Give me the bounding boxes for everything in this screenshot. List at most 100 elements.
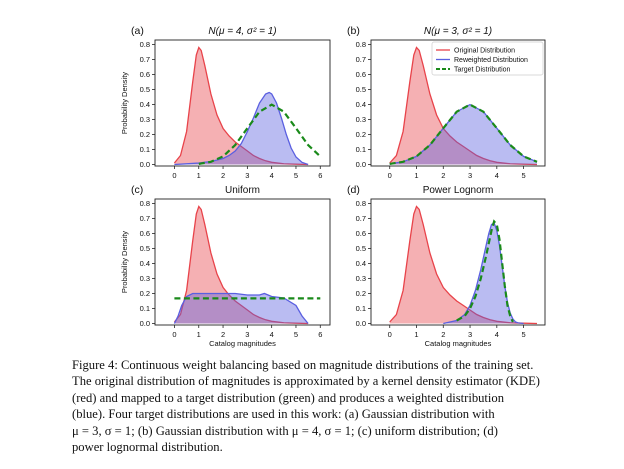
y-tick-label: 0.2 <box>140 130 150 139</box>
reweighted-distribution-area <box>174 92 309 165</box>
y-tick-label: 0.6 <box>356 229 366 238</box>
y-tick-label: 0.0 <box>140 160 150 169</box>
y-tick-label: 0.2 <box>140 289 150 298</box>
x-tick-label: 5 <box>521 171 525 180</box>
plot-frame <box>370 39 546 167</box>
y-tick-label: 0.7 <box>356 55 366 64</box>
y-tick-label: 0.4 <box>140 259 150 268</box>
original-distribution-line <box>389 46 538 166</box>
panel-title: Uniform <box>225 185 260 196</box>
caption-line: The original distribution of magnitudes … <box>72 374 540 389</box>
reweighted-distribution-line <box>174 91 309 166</box>
x-tick-label: 3 <box>245 171 249 180</box>
x-tick-label: 1 <box>414 171 418 180</box>
y-tick-label: 0.3 <box>140 115 150 124</box>
original-distribution-area <box>389 47 537 165</box>
x-tick-label: 5 <box>294 171 298 180</box>
y-tick-label: 0.6 <box>356 70 366 79</box>
y-tick-label: 0.4 <box>356 259 366 268</box>
x-tick-label: 4 <box>270 330 274 339</box>
panel-label: (a) <box>131 25 144 37</box>
y-tick-label: 0.7 <box>140 55 150 64</box>
y-tick-label: 0.3 <box>140 274 150 283</box>
x-tick-label: 1 <box>197 171 201 180</box>
x-tick-label: 3 <box>245 330 249 339</box>
panel-label: (b) <box>347 25 360 37</box>
legend-entry: Original Distribution <box>454 48 515 55</box>
reweighted-distribution-area <box>174 293 309 324</box>
plot-frame <box>154 198 331 326</box>
plot-frame <box>370 198 546 326</box>
x-tick-label: 3 <box>468 330 472 339</box>
x-tick-label: 0 <box>388 330 392 339</box>
x-tick-label: 5 <box>521 330 525 339</box>
panel-title: N(μ = 4, σ² = 1) <box>208 26 276 37</box>
x-tick-label: 2 <box>441 171 445 180</box>
x-tick-label: 0 <box>172 171 176 180</box>
y-axis-label: Probability Density <box>120 72 129 134</box>
caption-line: Figure 4: Continuous weight balancing ba… <box>72 358 534 372</box>
x-tick-label: 1 <box>197 330 201 339</box>
y-tick-label: 0.2 <box>356 130 366 139</box>
y-tick-label: 0.1 <box>140 145 150 154</box>
caption-line: (red) and mapped to a target distributio… <box>72 390 505 405</box>
figure-4-chart-grid: 0 1 2 3 4 5 6 0.0 0.1 0.2 0.3 0.4 0.5 0.6 0.7 0.8 (a) N(μ… <box>120 25 546 348</box>
chart-panel: 0 1 2 3 4 5 0.0 0.1 0.2 0.3 0.4 0.5 0.6 0.7 0.8 (d) Powe… <box>347 184 546 348</box>
reweighted-distribution-line <box>443 222 524 325</box>
y-tick-label: 0.3 <box>356 274 366 283</box>
figure-caption: Figure 4: Continuous weight balancing ba… <box>72 357 612 455</box>
y-tick-label: 0.2 <box>356 289 366 298</box>
x-tick-label: 1 <box>414 330 418 339</box>
reweighted-distribution-area <box>443 223 524 324</box>
y-tick-label: 0.0 <box>140 319 150 328</box>
x-tick-label: 2 <box>221 330 225 339</box>
legend-box <box>431 41 544 76</box>
y-tick-label: 0.7 <box>356 214 366 223</box>
original-distribution-line <box>173 46 309 166</box>
original-distribution-area <box>389 206 537 324</box>
chart-panel: 0 1 2 3 4 5 0.0 0.1 0.2 0.3 0.4 0.5 0.6 0.7 0.8 (b) N(μ … <box>347 25 546 180</box>
caption-line: power lognormal distribution. <box>72 440 223 455</box>
panel-title: N(μ = 3, σ² = 1) <box>424 26 492 37</box>
y-tick-label: 0.8 <box>356 40 366 49</box>
y-tick-label: 0.3 <box>356 115 366 124</box>
y-tick-label: 0.4 <box>140 100 150 109</box>
y-tick-label: 0.5 <box>356 244 366 253</box>
y-tick-label: 0.5 <box>140 85 150 94</box>
y-axis-label: Probability Density <box>120 231 129 293</box>
y-tick-label: 0.4 <box>356 100 366 109</box>
target-distribution-line <box>198 103 322 165</box>
y-tick-label: 0.0 <box>356 319 366 328</box>
y-tick-label: 0.0 <box>356 160 366 169</box>
x-tick-label: 0 <box>388 171 392 180</box>
chart-panel: 0 1 2 3 4 5 6 0.0 0.1 0.2 0.3 0.4 0.5 0.6 0.7 0.8 (c) Uni… <box>120 184 331 348</box>
legend-entry: Target Distribution <box>454 67 511 74</box>
panel-title: Power Lognorm <box>423 185 494 196</box>
x-tick-label: 3 <box>468 171 472 180</box>
x-tick-label: 2 <box>441 330 445 339</box>
original-distribution-line <box>389 205 538 325</box>
x-tick-label: 2 <box>221 171 225 180</box>
y-tick-label: 0.1 <box>356 145 366 154</box>
target-distribution-line <box>389 103 538 165</box>
x-tick-label: 6 <box>318 330 322 339</box>
x-tick-label: 6 <box>318 171 322 180</box>
x-tick-label: 4 <box>495 171 499 180</box>
reweighted-distribution-area <box>389 104 537 165</box>
x-tick-label: 0 <box>172 330 176 339</box>
original-distribution-line <box>173 205 309 325</box>
caption-line: μ = 3, σ = 1; (b) Gaussian distribution … <box>72 423 498 438</box>
panel-label: (d) <box>347 184 360 196</box>
x-tick-label: 4 <box>270 171 274 180</box>
y-tick-label: 0.5 <box>140 244 150 253</box>
target-distribution-line <box>456 219 514 323</box>
plot-frame <box>154 39 331 167</box>
y-tick-label: 0.7 <box>140 214 150 223</box>
chart-panel: 0 1 2 3 4 5 6 0.0 0.1 0.2 0.3 0.4 0.5 0.6 0.7 0.8 (a) N(μ… <box>120 25 331 180</box>
y-tick-label: 0.8 <box>140 199 150 208</box>
x-tick-label: 4 <box>495 330 499 339</box>
y-tick-label: 0.6 <box>140 229 150 238</box>
caption-line: (blue). Four target distributions are us… <box>72 407 495 422</box>
y-tick-label: 0.8 <box>356 199 366 208</box>
y-tick-label: 0.8 <box>140 40 150 49</box>
